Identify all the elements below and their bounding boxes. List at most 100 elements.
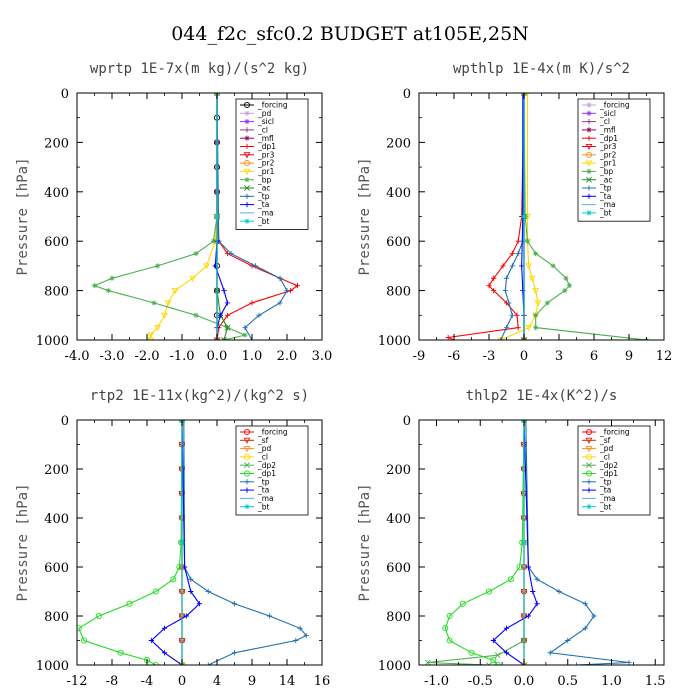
data-point — [249, 300, 255, 306]
data-point — [544, 300, 550, 306]
legend-entry: _pr2 — [257, 159, 275, 168]
data-point — [214, 213, 220, 220]
data-point — [147, 337, 154, 340]
data-point — [117, 649, 124, 656]
x-tick-label: -2.0 — [134, 349, 159, 364]
x-tick-label: 1.0 — [601, 674, 622, 689]
panel-title: wprtp 1E-7x(m kg)/(s^2 kg) — [90, 61, 309, 77]
legend-marker — [243, 168, 251, 175]
legend-entry: _ma — [599, 494, 616, 503]
panel-title: thlp2 1E-4x(K^2)/s — [466, 388, 618, 404]
data-point — [80, 637, 88, 644]
data-point — [284, 288, 290, 294]
data-point — [277, 300, 283, 306]
series-group — [91, 93, 301, 340]
data-point — [161, 625, 168, 631]
legend-entry: _dp1 — [257, 142, 276, 151]
legend-marker — [244, 218, 250, 224]
x-tick-label: 3.0 — [312, 349, 333, 364]
data-point — [303, 633, 309, 639]
data-point — [424, 659, 431, 665]
x-tick-label: 0 — [520, 349, 528, 364]
legend-entry: _bp — [257, 175, 272, 184]
data-point — [152, 588, 159, 595]
data-point — [503, 275, 510, 281]
legend-entry: _dp2 — [257, 461, 276, 470]
chart-panel-3: rtp2 1E-11x(kg^2)/(kg^2 s) Pressure [hPa]… — [15, 388, 330, 689]
data-point — [498, 337, 504, 340]
data-point — [446, 637, 453, 644]
data-point — [152, 661, 159, 665]
legend-marker — [243, 446, 251, 453]
legend-marker — [585, 437, 593, 444]
data-point — [188, 576, 194, 582]
chart-panel-1: wprtp 1E-7x(m kg)/(s^2 kg) Pressure [hPa]… — [15, 61, 332, 364]
data-point — [459, 600, 466, 607]
legend-entry: _pd — [599, 444, 614, 453]
y-axis-label: Pressure [hPa] — [15, 483, 31, 601]
legend-marker — [244, 202, 250, 208]
data-point — [161, 312, 168, 319]
legend-entry: _cl — [257, 453, 268, 462]
legend-entry: _cl — [257, 126, 268, 135]
y-tick-label: 0 — [61, 87, 69, 102]
data-point — [506, 300, 512, 306]
x-tick-label: 0.5 — [557, 674, 578, 689]
legend-entry: _pr1 — [257, 167, 275, 176]
data-point — [170, 576, 177, 583]
data-point — [591, 613, 597, 619]
y-axis-label: Pressure [hPa] — [15, 157, 31, 275]
data-point — [242, 325, 248, 331]
x-tick-label: 2.0 — [277, 349, 298, 364]
data-point — [503, 325, 510, 331]
x-tick-label: -6 — [448, 349, 461, 364]
legend-marker — [586, 479, 592, 485]
legend-entry: _dp1 — [599, 469, 618, 478]
chart-panels: wprtp 1E-7x(m kg)/(s^2 kg) Pressure [hPa]… — [15, 61, 672, 689]
data-point — [486, 283, 492, 289]
legend-entry: _ac — [257, 184, 270, 193]
data-point — [188, 588, 194, 595]
series-group — [424, 420, 632, 665]
legend-entry: _pd — [257, 109, 272, 118]
data-point — [445, 334, 451, 340]
y-tick-label: 1000 — [378, 659, 411, 674]
x-tick-label: 9 — [625, 349, 633, 364]
data-point — [520, 93, 526, 96]
x-tick-label: 4 — [213, 674, 221, 689]
legend-entry: _ta — [257, 200, 269, 209]
legend-entry: _mfl — [599, 126, 616, 135]
data-point — [224, 324, 231, 331]
legend-entry: _forcing — [599, 428, 630, 437]
legend-marker — [586, 487, 592, 493]
data-point — [154, 263, 161, 269]
legend-marker — [244, 127, 250, 133]
legend-entry: _forcing — [599, 101, 630, 110]
legend-marker — [244, 119, 250, 125]
legend-entry: _ta — [599, 192, 611, 201]
data-point — [520, 288, 526, 294]
legend-entry: _ma — [257, 494, 274, 503]
legend-entry: _tp — [257, 192, 270, 201]
x-tick-label: 3 — [555, 349, 563, 364]
data-point — [582, 601, 588, 607]
y-tick-label: 600 — [44, 561, 69, 576]
legend-entry: _bt — [599, 502, 612, 511]
data-point — [486, 662, 492, 665]
data-point — [228, 250, 234, 257]
data-point — [573, 662, 580, 665]
data-point — [468, 649, 475, 656]
panel-title: rtp2 1E-11x(kg^2)/(kg^2 s) — [90, 388, 309, 404]
data-point — [256, 312, 262, 318]
data-point — [533, 250, 539, 257]
x-tick-label: 0 — [178, 674, 186, 689]
y-tick-label: 400 — [386, 186, 411, 201]
data-point — [147, 332, 154, 339]
series-line-ta — [150, 420, 201, 665]
legend-marker — [244, 143, 250, 150]
legend-marker — [243, 152, 251, 159]
data-point — [534, 300, 542, 307]
y-tick-label: 600 — [44, 235, 69, 250]
data-point — [293, 637, 299, 644]
